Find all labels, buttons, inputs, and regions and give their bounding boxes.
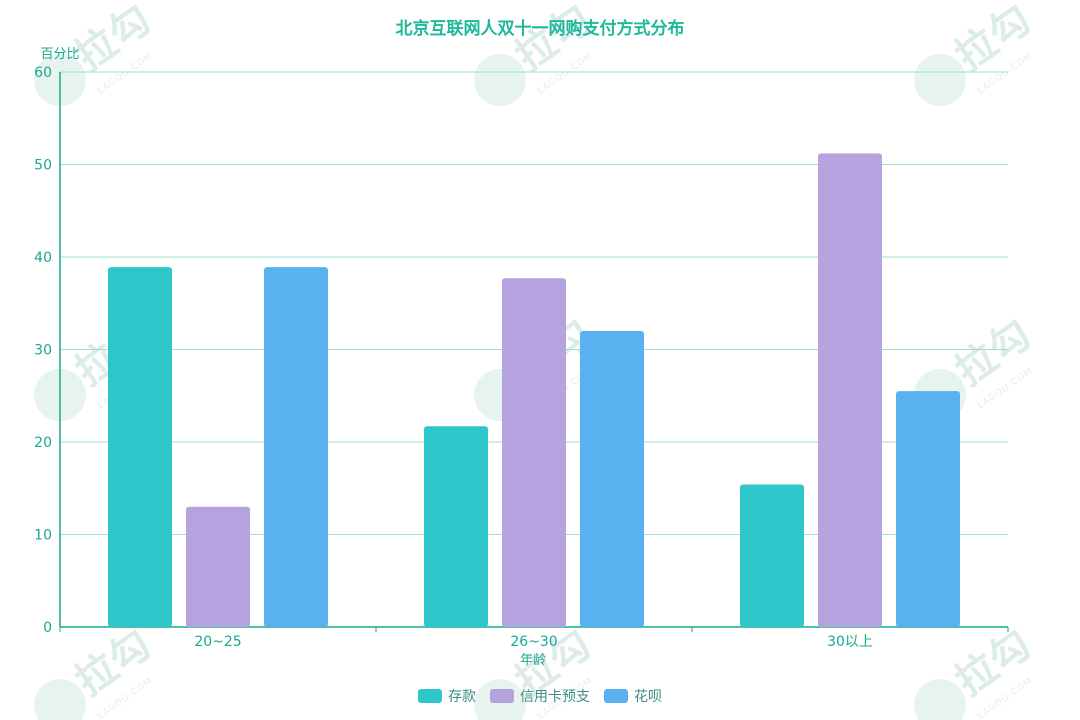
bar (502, 278, 566, 627)
bars (108, 153, 960, 627)
y-tick-label: 20 (34, 435, 52, 451)
bar (264, 267, 328, 627)
chart-title: 北京互联网人双十一网购支付方式分布 (396, 18, 685, 39)
bar (424, 426, 488, 627)
y-axis-label: 百分比 (40, 47, 79, 62)
legend-swatch (604, 689, 628, 703)
y-tick-label: 60 (34, 65, 52, 81)
bar (186, 506, 250, 627)
bar (818, 153, 882, 627)
legend-label: 存款 (448, 689, 476, 705)
legend-label: 信用卡预支 (520, 689, 590, 705)
legend: 存款 信用卡预支 花呗 (418, 689, 662, 705)
bar (740, 484, 804, 627)
bar (108, 267, 172, 627)
watermark-logo (914, 54, 966, 106)
x-tick-label: 30以上 (827, 634, 873, 650)
y-tick-label: 40 (34, 250, 52, 266)
x-tick-label: 26~30 (510, 634, 557, 650)
y-tick-label: 30 (34, 343, 52, 359)
legend-swatch (418, 689, 442, 703)
y-tick-label: 50 (34, 158, 52, 174)
bar (580, 331, 644, 627)
legend-label: 花呗 (634, 689, 662, 705)
bar (896, 391, 960, 627)
x-tick-label: 20~25 (194, 634, 241, 650)
y-tick-label: 0 (43, 620, 52, 636)
legend-swatch (490, 689, 514, 703)
x-axis-label: 年龄 (520, 653, 546, 668)
watermark-logo (474, 54, 526, 106)
watermark-logo (914, 679, 966, 720)
y-tick-label: 10 (34, 528, 52, 544)
watermark-logo (34, 679, 86, 720)
